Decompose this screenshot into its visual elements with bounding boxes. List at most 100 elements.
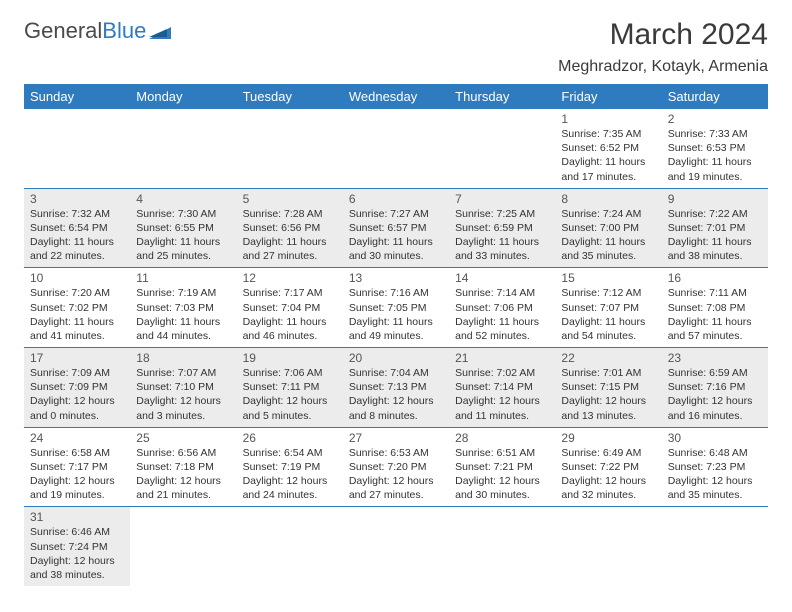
day-number: 3 [30, 192, 124, 206]
calendar-cell: 11Sunrise: 7:19 AMSunset: 7:03 PMDayligh… [130, 268, 236, 348]
daylight-line: Daylight: 12 hours and 38 minutes. [30, 554, 124, 582]
header: GeneralBlue March 2024 Meghradzor, Kotay… [24, 18, 768, 76]
daylight-line: Daylight: 12 hours and 35 minutes. [668, 474, 762, 502]
daylight-line: Daylight: 11 hours and 41 minutes. [30, 315, 124, 343]
logo-text-general: General [24, 18, 102, 44]
daylight-line: Daylight: 12 hours and 0 minutes. [30, 394, 124, 422]
sunrise-line: Sunrise: 6:49 AM [561, 446, 655, 460]
sunrise-line: Sunrise: 6:48 AM [668, 446, 762, 460]
weekday-header: Monday [130, 84, 236, 109]
sunrise-line: Sunrise: 7:35 AM [561, 127, 655, 141]
calendar-cell: 14Sunrise: 7:14 AMSunset: 7:06 PMDayligh… [449, 268, 555, 348]
sunset-line: Sunset: 7:22 PM [561, 460, 655, 474]
weekday-header: Saturday [662, 84, 768, 109]
calendar-cell: 27Sunrise: 6:53 AMSunset: 7:20 PMDayligh… [343, 427, 449, 507]
day-number: 1 [561, 112, 655, 126]
sunrise-line: Sunrise: 7:30 AM [136, 207, 230, 221]
daylight-line: Daylight: 12 hours and 3 minutes. [136, 394, 230, 422]
sunset-line: Sunset: 7:05 PM [349, 301, 443, 315]
calendar-row: 17Sunrise: 7:09 AMSunset: 7:09 PMDayligh… [24, 348, 768, 428]
day-number: 9 [668, 192, 762, 206]
calendar-cell: 28Sunrise: 6:51 AMSunset: 7:21 PMDayligh… [449, 427, 555, 507]
sunrise-line: Sunrise: 7:32 AM [30, 207, 124, 221]
sunset-line: Sunset: 7:11 PM [243, 380, 337, 394]
calendar-cell: 4Sunrise: 7:30 AMSunset: 6:55 PMDaylight… [130, 188, 236, 268]
day-number: 17 [30, 351, 124, 365]
daylight-line: Daylight: 12 hours and 19 minutes. [30, 474, 124, 502]
calendar-cell [237, 109, 343, 188]
sunset-line: Sunset: 7:00 PM [561, 221, 655, 235]
day-number: 4 [136, 192, 230, 206]
daylight-line: Daylight: 12 hours and 13 minutes. [561, 394, 655, 422]
calendar-cell [24, 109, 130, 188]
weekday-header: Wednesday [343, 84, 449, 109]
calendar-cell [449, 507, 555, 586]
sunset-line: Sunset: 7:06 PM [455, 301, 549, 315]
sunset-line: Sunset: 7:20 PM [349, 460, 443, 474]
sunset-line: Sunset: 7:04 PM [243, 301, 337, 315]
day-number: 7 [455, 192, 549, 206]
sunset-line: Sunset: 7:17 PM [30, 460, 124, 474]
daylight-line: Daylight: 12 hours and 11 minutes. [455, 394, 549, 422]
month-title: March 2024 [558, 18, 768, 52]
day-number: 14 [455, 271, 549, 285]
calendar-cell [662, 507, 768, 586]
daylight-line: Daylight: 12 hours and 32 minutes. [561, 474, 655, 502]
sunrise-line: Sunrise: 7:20 AM [30, 286, 124, 300]
sunset-line: Sunset: 6:54 PM [30, 221, 124, 235]
calendar-cell: 23Sunrise: 6:59 AMSunset: 7:16 PMDayligh… [662, 348, 768, 428]
daylight-line: Daylight: 11 hours and 30 minutes. [349, 235, 443, 263]
sunset-line: Sunset: 7:14 PM [455, 380, 549, 394]
sunset-line: Sunset: 7:01 PM [668, 221, 762, 235]
calendar-cell: 10Sunrise: 7:20 AMSunset: 7:02 PMDayligh… [24, 268, 130, 348]
day-number: 5 [243, 192, 337, 206]
calendar-cell: 19Sunrise: 7:06 AMSunset: 7:11 PMDayligh… [237, 348, 343, 428]
day-number: 18 [136, 351, 230, 365]
sunrise-line: Sunrise: 7:01 AM [561, 366, 655, 380]
daylight-line: Daylight: 11 hours and 17 minutes. [561, 155, 655, 183]
day-number: 2 [668, 112, 762, 126]
day-number: 16 [668, 271, 762, 285]
sunrise-line: Sunrise: 7:07 AM [136, 366, 230, 380]
sunrise-line: Sunrise: 7:11 AM [668, 286, 762, 300]
calendar-cell [555, 507, 661, 586]
calendar-cell [130, 109, 236, 188]
sunset-line: Sunset: 7:15 PM [561, 380, 655, 394]
sunrise-line: Sunrise: 6:51 AM [455, 446, 549, 460]
day-number: 26 [243, 431, 337, 445]
sunset-line: Sunset: 7:18 PM [136, 460, 230, 474]
calendar-cell: 9Sunrise: 7:22 AMSunset: 7:01 PMDaylight… [662, 188, 768, 268]
sunrise-line: Sunrise: 6:54 AM [243, 446, 337, 460]
sunrise-line: Sunrise: 7:27 AM [349, 207, 443, 221]
calendar-cell: 22Sunrise: 7:01 AMSunset: 7:15 PMDayligh… [555, 348, 661, 428]
sunset-line: Sunset: 6:59 PM [455, 221, 549, 235]
calendar-row: 3Sunrise: 7:32 AMSunset: 6:54 PM Daylight… [24, 188, 768, 268]
calendar-cell: 1Sunrise: 7:35 AMSunset: 6:52 PMDaylight… [555, 109, 661, 188]
daylight-line: Daylight: 11 hours and 44 minutes. [136, 315, 230, 343]
calendar-cell: 12Sunrise: 7:17 AMSunset: 7:04 PMDayligh… [237, 268, 343, 348]
calendar-table: SundayMondayTuesdayWednesdayThursdayFrid… [24, 84, 768, 586]
calendar-cell: 18Sunrise: 7:07 AMSunset: 7:10 PMDayligh… [130, 348, 236, 428]
calendar-cell: 15Sunrise: 7:12 AMSunset: 7:07 PMDayligh… [555, 268, 661, 348]
day-number: 30 [668, 431, 762, 445]
daylight-line: Daylight: 11 hours and 46 minutes. [243, 315, 337, 343]
day-number: 20 [349, 351, 443, 365]
daylight-line: Daylight: 11 hours and 52 minutes. [455, 315, 549, 343]
sunrise-line: Sunrise: 6:53 AM [349, 446, 443, 460]
calendar-row: 31Sunrise: 6:46 AMSunset: 7:24 PMDayligh… [24, 507, 768, 586]
calendar-cell: 24Sunrise: 6:58 AMSunset: 7:17 PMDayligh… [24, 427, 130, 507]
sunrise-line: Sunrise: 7:24 AM [561, 207, 655, 221]
day-number: 22 [561, 351, 655, 365]
weekday-header: Thursday [449, 84, 555, 109]
daylight-line: Daylight: 11 hours and 57 minutes. [668, 315, 762, 343]
calendar-cell: 8Sunrise: 7:24 AMSunset: 7:00 PMDaylight… [555, 188, 661, 268]
day-number: 8 [561, 192, 655, 206]
day-number: 19 [243, 351, 337, 365]
calendar-cell: 3Sunrise: 7:32 AMSunset: 6:54 PMDaylight… [24, 188, 130, 268]
calendar-row: 10Sunrise: 7:20 AMSunset: 7:02 PMDayligh… [24, 268, 768, 348]
calendar-cell: 13Sunrise: 7:16 AMSunset: 7:05 PMDayligh… [343, 268, 449, 348]
calendar-body: 1Sunrise: 7:35 AMSunset: 6:52 PMDaylight… [24, 109, 768, 586]
calendar-cell: 16Sunrise: 7:11 AMSunset: 7:08 PMDayligh… [662, 268, 768, 348]
sunrise-line: Sunrise: 7:09 AM [30, 366, 124, 380]
sunrise-line: Sunrise: 7:25 AM [455, 207, 549, 221]
